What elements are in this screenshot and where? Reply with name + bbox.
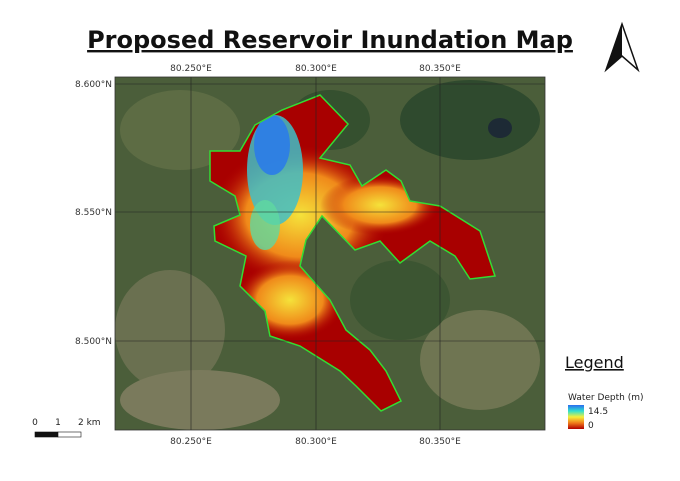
legend-ramp (568, 405, 584, 429)
legend-max: 14.5 (588, 407, 608, 417)
coord-label: 80.350°E (419, 64, 461, 74)
scale-label: 0 (32, 418, 38, 428)
coord-label: 80.350°E (419, 437, 461, 447)
map-frame (114, 76, 546, 431)
north-arrow (604, 21, 640, 73)
scale-label: 1 (55, 418, 61, 428)
coord-label: 80.300°E (295, 437, 337, 447)
legend-title: Legend (565, 353, 624, 372)
coord-label: 80.300°E (295, 64, 337, 74)
scale-bar (34, 431, 82, 438)
coord-label: 8.500°N (75, 337, 112, 347)
legend-layer: Water Depth (m) (568, 393, 644, 403)
scale-label: 2 km (78, 418, 101, 428)
coord-label: 80.250°E (170, 64, 212, 74)
coord-label: 8.600°N (75, 80, 112, 90)
map-title: Proposed Reservoir Inundation Map (87, 26, 573, 54)
graticule (115, 77, 545, 430)
legend-min: 0 (588, 421, 594, 431)
coord-label: 8.550°N (75, 208, 112, 218)
coord-label: 80.250°E (170, 437, 212, 447)
